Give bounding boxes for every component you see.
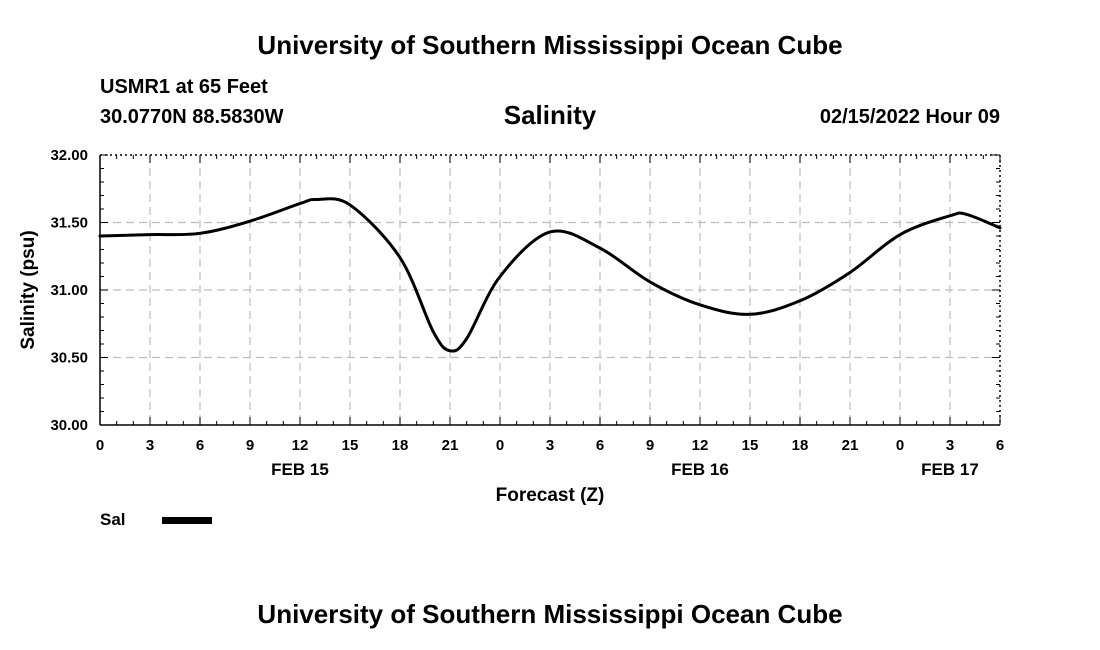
- chart-main-title: University of Southern Mississippi Ocean…: [257, 30, 843, 60]
- date-label: FEB 16: [671, 460, 729, 479]
- x-tick-label: 21: [842, 437, 859, 454]
- legend-label: Sal: [100, 510, 126, 529]
- x-tick-label: 9: [646, 437, 654, 454]
- x-tick-label: 0: [96, 437, 104, 454]
- forecast-run-time: 02/15/2022 Hour 09: [819, 106, 1000, 128]
- date-label: FEB 15: [271, 460, 329, 479]
- chart-grid: [100, 155, 1000, 425]
- x-axis-title: Forecast (Z): [496, 485, 605, 506]
- y-tick-label: 32.00: [50, 147, 88, 164]
- y-tick-label: 30.50: [50, 350, 88, 367]
- x-tick-label: 0: [896, 437, 904, 454]
- x-tick-label: 15: [342, 437, 359, 454]
- x-tick-label: 15: [742, 437, 759, 454]
- x-tick-label: 3: [546, 437, 554, 454]
- chart-labels: 0 3 6 9 12 15 18 21 0 3 6 9 12 15 18 21 0 3 6 30.00 30.50 31.…: [18, 147, 1004, 506]
- x-tick-label: 6: [996, 437, 1004, 454]
- chart-footer-title: University of Southern Mississippi Ocean…: [257, 599, 843, 629]
- x-tick-label: 12: [292, 437, 309, 454]
- x-tick-label: 18: [792, 437, 809, 454]
- date-label: FEB 17: [921, 460, 979, 479]
- x-tick-label: 12: [692, 437, 709, 454]
- series-line-salinity: [98, 197, 1002, 353]
- legend-line-swatch: [162, 517, 212, 524]
- y-tick-label: 30.00: [50, 417, 88, 434]
- station-label: USMR1 at 65 Feet: [100, 76, 268, 98]
- x-tick-label: 3: [146, 437, 154, 454]
- variable-title: Salinity: [503, 100, 597, 130]
- x-tick-label: 3: [946, 437, 954, 454]
- y-axis-title: Salinity (psu): [18, 230, 39, 349]
- y-tick-label: 31.00: [50, 282, 88, 299]
- x-tick-label: 6: [196, 437, 204, 454]
- x-tick-label: 21: [442, 437, 459, 454]
- station-coordinates: 30.0770N 88.5830W: [100, 106, 284, 128]
- chart-axes: [99, 154, 1001, 426]
- x-tick-label: 18: [392, 437, 409, 454]
- x-tick-label: 6: [596, 437, 604, 454]
- x-tick-label: 9: [246, 437, 254, 454]
- y-tick-label: 31.50: [50, 215, 88, 232]
- chart-series: [98, 197, 1002, 353]
- x-tick-label: 0: [496, 437, 504, 454]
